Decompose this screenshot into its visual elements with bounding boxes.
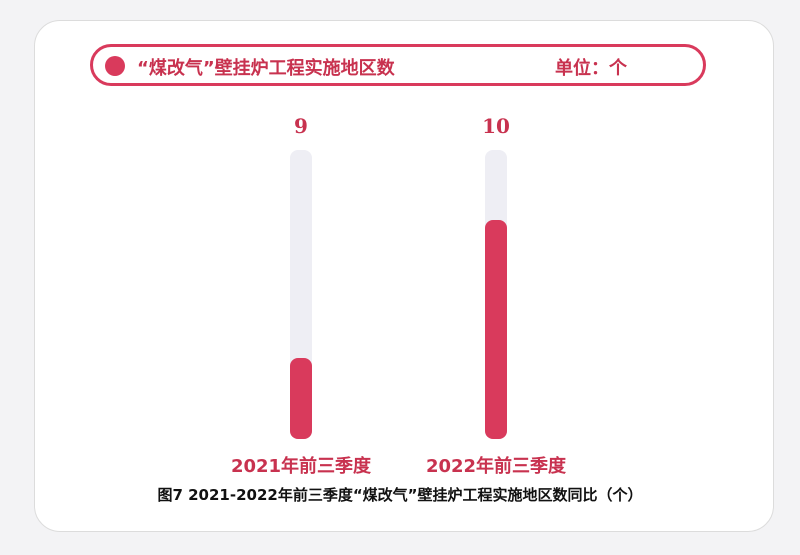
value-label-2: 10 bbox=[482, 114, 510, 138]
bar-1 bbox=[290, 358, 312, 439]
bar-2 bbox=[485, 220, 507, 439]
chart-title: “煤改气”壁挂炉工程实施地区数 bbox=[137, 58, 395, 79]
unit-label: 单位：个 bbox=[555, 58, 627, 79]
category-label-1: 2021年前三季度 bbox=[231, 455, 372, 477]
value-label-1: 9 bbox=[294, 114, 308, 138]
figure-caption: 图7 2021-2022年前三季度“煤改气”壁挂炉工程实施地区数同比（个） bbox=[157, 486, 643, 504]
chart-card bbox=[34, 20, 774, 532]
category-label-2: 2022年前三季度 bbox=[426, 455, 567, 477]
chart-title-bar: “煤改气”壁挂炉工程实施地区数 单位：个 bbox=[90, 44, 706, 86]
title-dot-icon bbox=[105, 56, 125, 76]
